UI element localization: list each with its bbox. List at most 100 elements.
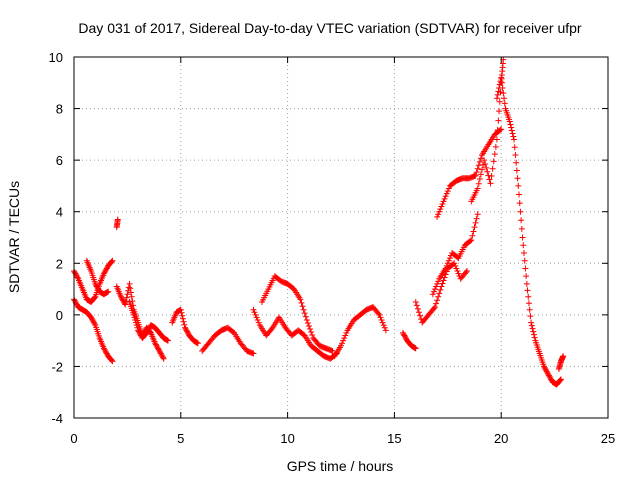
series-track-b [71, 296, 116, 365]
data-point [558, 376, 565, 383]
data-point [250, 350, 257, 357]
data-point [299, 303, 306, 310]
data-point [468, 237, 475, 244]
data-point [152, 340, 159, 347]
data-point [180, 318, 187, 325]
series-track-f [126, 298, 171, 344]
data-point [522, 265, 529, 272]
data-point [131, 314, 138, 321]
data-point [499, 84, 506, 91]
data-point [514, 175, 521, 182]
data-point [513, 159, 520, 166]
data-point [488, 173, 495, 180]
data-point [482, 161, 489, 168]
x-tick-label: 0 [70, 431, 77, 446]
data-point [164, 337, 171, 344]
data-point [473, 169, 480, 176]
data-point [377, 314, 384, 321]
data-point [516, 200, 523, 207]
data-point [105, 288, 112, 295]
data-point [560, 353, 567, 360]
x-tick-label: 5 [177, 431, 184, 446]
data-point [305, 323, 312, 330]
y-tick-label: -4 [51, 411, 63, 426]
data-point [90, 319, 97, 326]
data-point [304, 320, 311, 327]
x-tick-label: 10 [280, 431, 294, 446]
data-point [478, 166, 485, 173]
data-point [144, 328, 151, 335]
data-point [74, 274, 81, 281]
data-point [184, 328, 191, 335]
data-point [158, 351, 165, 358]
data-point [94, 284, 101, 291]
data-point [518, 217, 525, 224]
data-point [308, 329, 315, 336]
data-point [521, 257, 528, 264]
data-point [103, 349, 110, 356]
data-point [300, 306, 307, 313]
data-point [434, 297, 441, 304]
series-track-q [493, 74, 565, 388]
x-axis-ticks: 0 5 10 15 20 25 [70, 57, 615, 446]
data-point [477, 171, 484, 178]
data-point [508, 127, 515, 134]
data-point [483, 164, 490, 171]
y-tick-label: -2 [51, 359, 63, 374]
data-point [128, 293, 135, 300]
data-point [436, 208, 443, 215]
data-point [184, 329, 191, 336]
data-point [526, 306, 533, 313]
data-point [181, 321, 188, 328]
data-point [250, 306, 257, 313]
data-point [431, 286, 438, 293]
data-point [182, 326, 189, 333]
data-point [129, 298, 136, 305]
data-point [489, 165, 496, 172]
series-track-n [429, 211, 481, 298]
data-point [442, 265, 449, 272]
data-point [512, 151, 519, 158]
data-point [543, 368, 550, 375]
data-point [145, 327, 152, 334]
data-point [343, 329, 350, 336]
data-point [544, 369, 551, 376]
grid-lines [74, 57, 608, 418]
data-point [435, 293, 442, 300]
data-point [500, 90, 507, 97]
data-point [511, 144, 518, 151]
data-point [445, 257, 452, 264]
data-point [253, 314, 260, 321]
data-point [484, 168, 491, 175]
data-point [443, 262, 450, 269]
data-point [255, 319, 262, 326]
data-point [135, 327, 142, 334]
y-tick-label: 8 [56, 102, 63, 117]
data-point [122, 298, 129, 305]
data-point [469, 232, 476, 239]
data-point [92, 280, 99, 287]
data-point [71, 269, 78, 276]
series-track-o [434, 126, 505, 220]
data-point [464, 268, 471, 275]
data-point [178, 309, 185, 316]
data-point [474, 165, 481, 172]
data-point [495, 117, 502, 124]
data-point [471, 224, 478, 231]
data-point [434, 280, 441, 287]
data-point [182, 324, 189, 331]
data-point [339, 340, 346, 347]
data-point [444, 188, 451, 195]
data-point [402, 335, 409, 342]
data-point [438, 203, 445, 210]
data-point [529, 325, 536, 332]
data-point [515, 182, 522, 189]
series-track-m [412, 260, 471, 326]
data-point [445, 185, 452, 192]
data-point [251, 309, 258, 316]
data-point [382, 327, 389, 334]
data-point [298, 299, 305, 306]
data-point [557, 377, 564, 384]
data-point [109, 358, 116, 365]
data-point [473, 215, 480, 222]
